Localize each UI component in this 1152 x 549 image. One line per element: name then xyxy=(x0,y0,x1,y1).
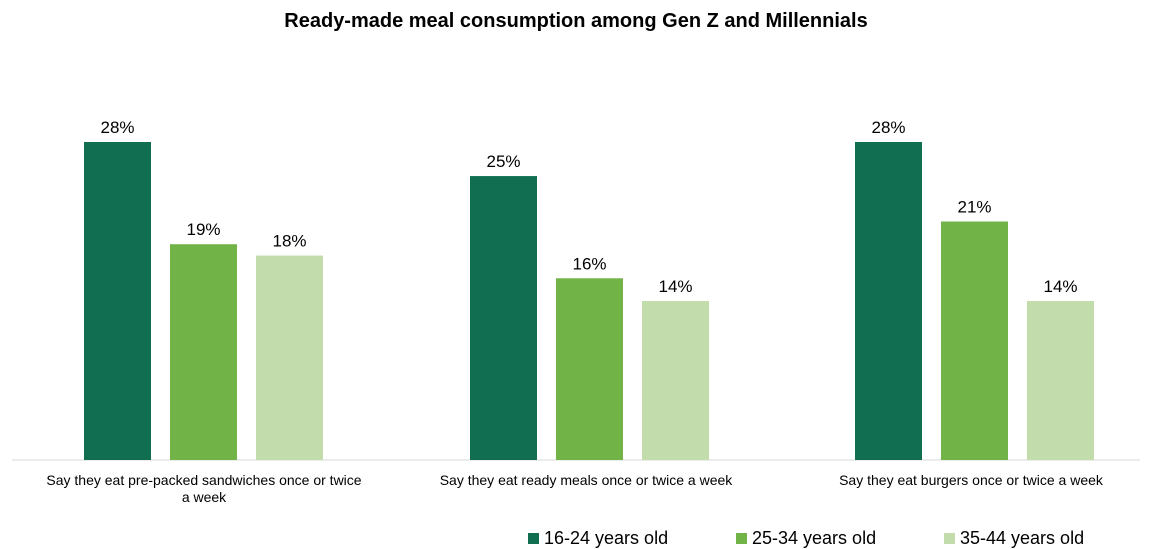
data-label-series-2-category-3: 21% xyxy=(957,198,991,217)
bar-series-2-category-2 xyxy=(556,278,623,460)
bar-series-3-category-1 xyxy=(256,255,323,460)
bar-series-2-category-3 xyxy=(941,221,1008,460)
legend-swatch-16-24 xyxy=(528,532,539,544)
legend-label-35-44: 35-44 years old xyxy=(960,528,1085,548)
legend-label-25-34: 25-34 years old xyxy=(752,528,877,548)
category-label-1: Say they eat pre-packed sandwiches once … xyxy=(46,472,361,505)
legend-swatch-25-34 xyxy=(736,532,747,544)
data-label-series-3-category-3: 14% xyxy=(1043,277,1077,296)
bar-series-1-category-1 xyxy=(84,142,151,460)
category-label-3: Say they eat burgers once or twice a wee… xyxy=(839,472,1104,488)
data-label-series-2-category-2: 16% xyxy=(572,254,606,273)
bars-group xyxy=(84,142,1094,461)
legend-item-35-44: 35-44 years old xyxy=(944,528,1084,548)
legend: 16-24 years old 25-34 years old 35-44 ye… xyxy=(0,528,1152,548)
category-labels-group: Say they eat pre-packed sandwiches once … xyxy=(46,472,1103,505)
bar-series-2-category-1 xyxy=(170,244,237,460)
bar-series-1-category-2 xyxy=(470,176,537,461)
legend-item-25-34: 25-34 years old xyxy=(736,528,876,548)
legend-item-16-24: 16-24 years old xyxy=(528,528,668,548)
legend-swatch-35-44 xyxy=(944,532,955,544)
bar-series-3-category-2 xyxy=(642,301,709,460)
bar-series-1-category-3 xyxy=(855,142,922,460)
bar-series-3-category-3 xyxy=(1027,301,1094,460)
data-label-series-3-category-2: 14% xyxy=(658,277,692,296)
data-labels-group: 28% 25% 28% 19% 16% 21% 18% 14% 14% xyxy=(100,118,1077,296)
data-label-series-3-category-1: 18% xyxy=(272,232,306,251)
data-label-series-1-category-1: 28% xyxy=(100,118,134,137)
data-label-series-1-category-2: 25% xyxy=(486,152,520,171)
data-label-series-1-category-3: 28% xyxy=(871,118,905,137)
chart-title: Ready-made meal consumption among Gen Z … xyxy=(284,10,868,32)
category-label-2: Say they eat ready meals once or twice a… xyxy=(440,472,734,488)
legend-label-16-24: 16-24 years old xyxy=(544,528,669,548)
data-label-series-2-category-1: 19% xyxy=(186,220,220,239)
